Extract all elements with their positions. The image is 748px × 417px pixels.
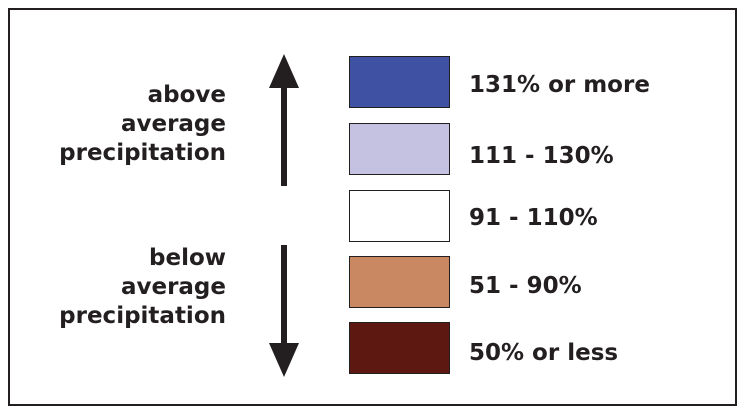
legend-range-label: 51 - 90% bbox=[469, 273, 582, 299]
below-label-line: below bbox=[149, 245, 226, 271]
below-label-line: precipitation bbox=[59, 303, 226, 329]
legend-swatch bbox=[349, 190, 450, 242]
legend-range-label: 111 - 130% bbox=[469, 143, 614, 169]
legend-swatch bbox=[349, 256, 450, 308]
arrow-down-icon bbox=[269, 245, 299, 377]
above-label-line: above bbox=[147, 82, 226, 108]
above-average-label: above average precipitation bbox=[0, 81, 226, 168]
legend-swatch bbox=[349, 123, 450, 175]
legend-range-label: 91 - 110% bbox=[469, 205, 598, 231]
legend-range-label: 131% or more bbox=[469, 72, 650, 98]
below-average-label: below average precipitation bbox=[0, 244, 226, 331]
below-label-line: average bbox=[120, 274, 226, 300]
above-label-line: precipitation bbox=[59, 140, 226, 166]
above-label-line: average bbox=[120, 111, 226, 137]
legend-range-label: 50% or less bbox=[469, 340, 619, 366]
legend-swatch bbox=[349, 322, 450, 374]
arrow-up-icon bbox=[269, 54, 299, 186]
legend-swatch bbox=[349, 56, 450, 108]
